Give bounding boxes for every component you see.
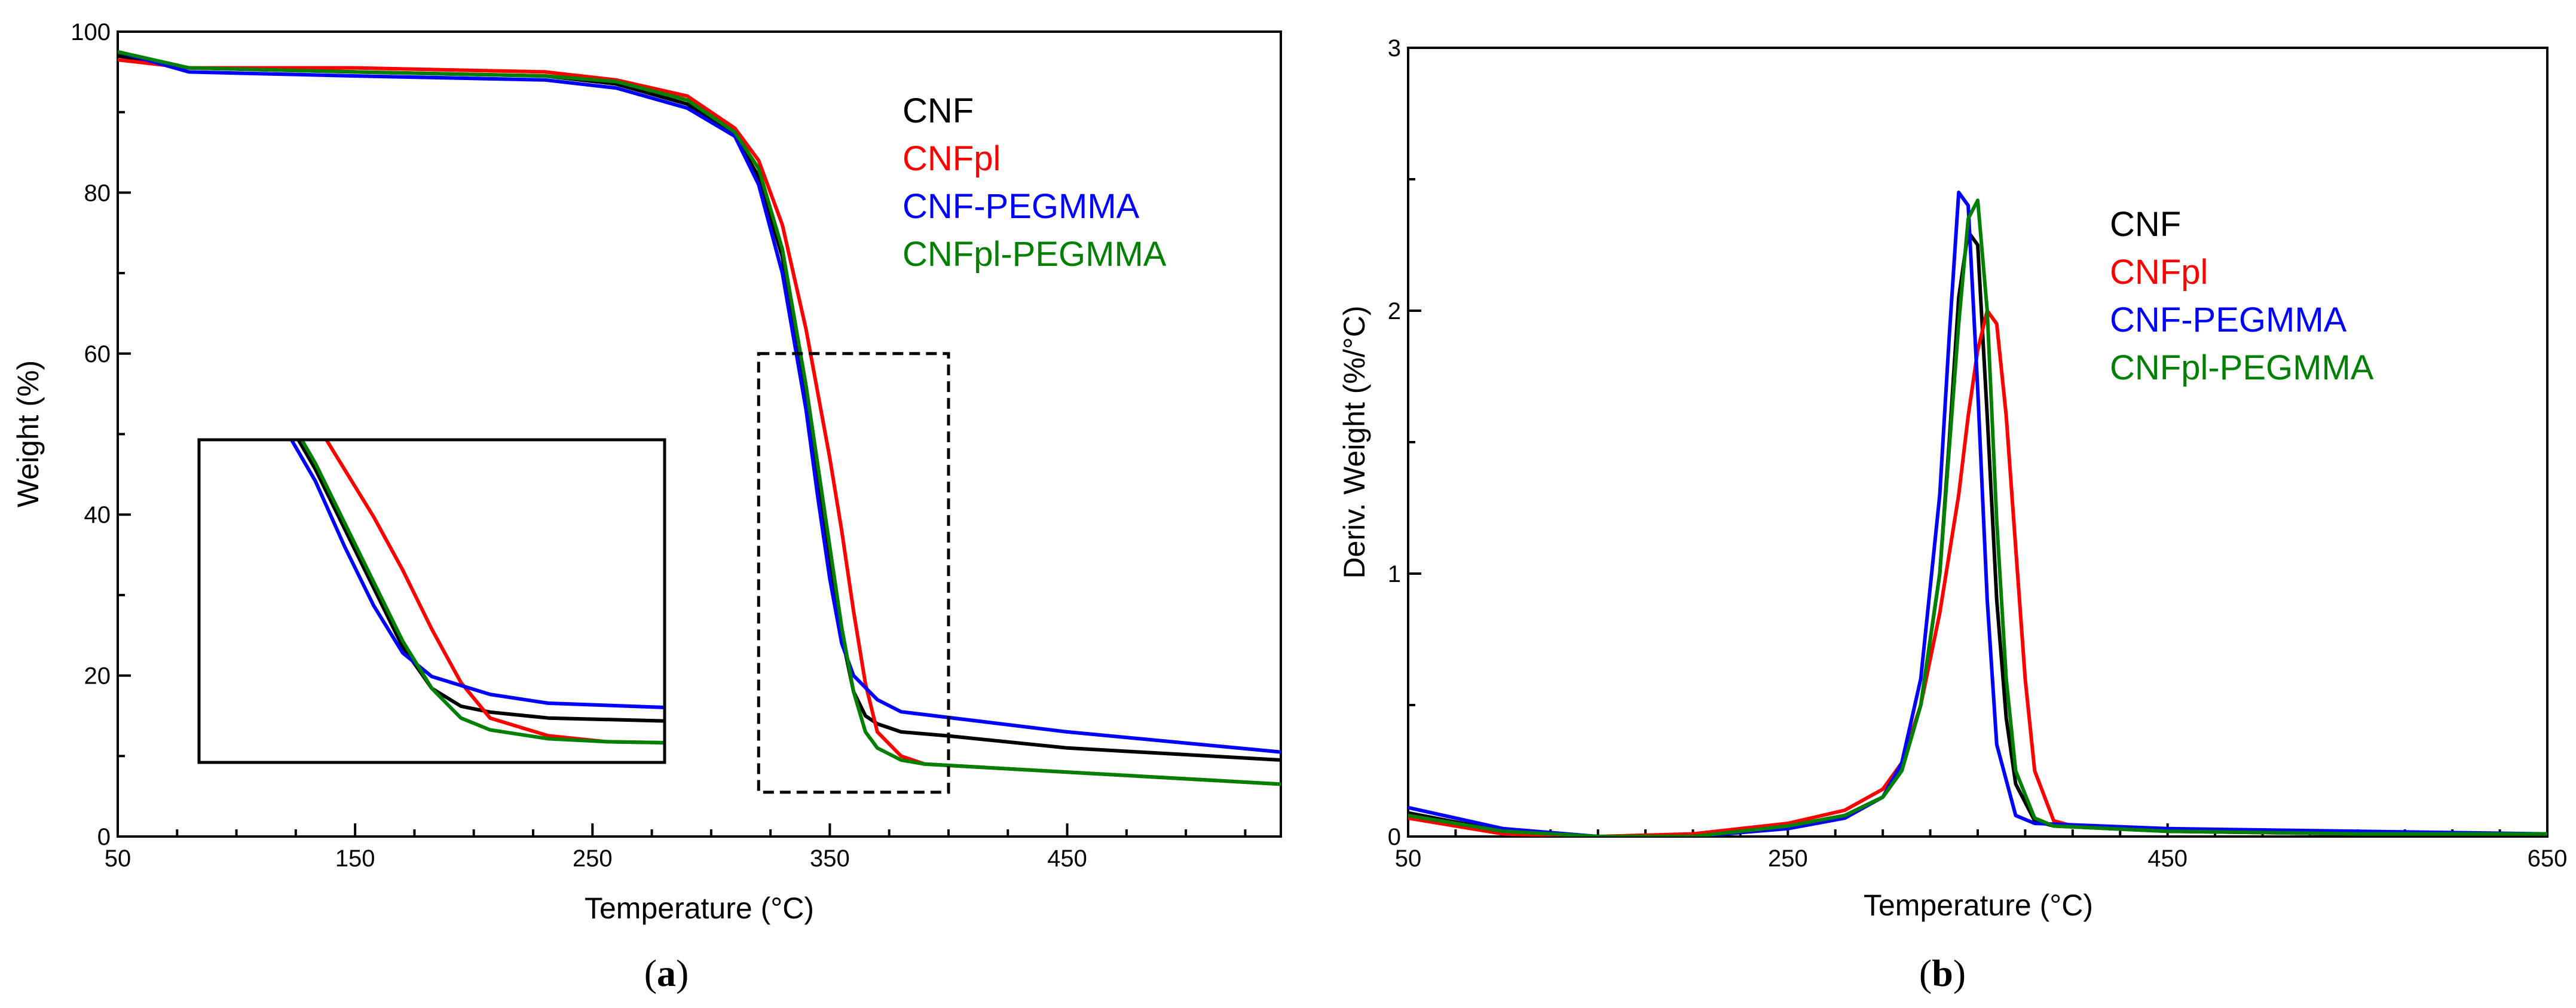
panel-b-ytick-label: 0 (1388, 824, 1401, 850)
panel-a-ytick-label: 40 (84, 502, 111, 528)
panel-a-ylabel: Weight (%) (11, 360, 45, 507)
panel-b-legend: CNF CNFpl CNF-PEGMMA CNFpl-PEGMMA (2110, 205, 2374, 387)
zoom-region-box (757, 352, 950, 794)
panel-a-chart: 50 150 250 350 450 0 20 40 60 80 100 Temperature (… (11, 19, 1282, 994)
panel-b-chart: 50 250 450 650 0 1 2 3 Temperature (°C) Deriv. … (1338, 35, 2567, 994)
panel-b-label-letter: b (1932, 952, 1953, 994)
panel-b-series-cnf-pegmma (1408, 191, 2547, 837)
panel-b-ylabel: Deriv. Weight (%/°C) (1338, 305, 1371, 578)
panel-a-legend: CNF CNFpl CNF-PEGMMA CNFpl-PEGMMA (902, 91, 1167, 274)
panel-b-frame (1407, 47, 2549, 838)
panel-a-series-cnf-pegmma (118, 50, 1281, 754)
panel-a-series-cnfpl-pegmma (118, 50, 1281, 786)
panel-a-legend-cnf-pegmma: CNF-PEGMMA (902, 187, 1140, 226)
panel-a-label-close: ) (676, 952, 689, 994)
panel-b-ytick-label: 2 (1388, 298, 1401, 324)
panel-b-legend-cnf-pegmma: CNF-PEGMMA (2110, 301, 2347, 339)
panel-a-legend-cnfpl: CNFpl (902, 139, 1001, 178)
panel-a-label-open: ( (644, 952, 657, 994)
panel-a-ytick-label: 100 (71, 19, 111, 45)
panel-a-xtick-label: 450 (1047, 845, 1087, 872)
panel-a-xlabel: Temperature (°C) (585, 891, 814, 925)
zoom-inset-background (199, 440, 665, 762)
zoom-inset-series-cnfpl (324, 440, 665, 744)
panel-a-legend-cnf: CNF (902, 91, 974, 130)
panel-b-xlabel: Temperature (°C) (1864, 888, 2093, 922)
panel-b-series-cnfpl (1408, 309, 2547, 837)
panel-b-xtick-label: 250 (1768, 845, 1808, 872)
panel-b-xtick-label: 450 (2147, 845, 2188, 872)
panel-b-ytick-label: 3 (1388, 35, 1401, 62)
panel-b-ytick-label: 1 (1388, 561, 1401, 587)
panel-b-label-close: ) (1953, 952, 1966, 994)
panel-b-legend-cnf: CNF (2110, 205, 2181, 244)
panel-a-ytick-label: 20 (84, 663, 111, 690)
panel-a-xtick-label: 250 (573, 845, 613, 872)
panel-a-label: (a) (644, 952, 689, 994)
panel-b-series-cnf (1408, 230, 2547, 837)
zoom-inset-frame (197, 438, 666, 764)
panel-b-label-open: ( (1919, 952, 1932, 994)
panel-a-series-cnfpl (118, 58, 1281, 786)
zoom-inset-series-cnfpl-pegmma (299, 440, 665, 744)
panel-b-xtick-label: 50 (1395, 845, 1422, 872)
panel-a-xtick-label: 150 (335, 845, 375, 872)
panel-a-ytick-label: 0 (97, 824, 111, 850)
panel-b-label: (b) (1919, 952, 1966, 994)
panel-a-ytick-label: 60 (84, 341, 111, 367)
panel-a-label-letter: a (657, 952, 676, 994)
panel-b-xtick-label: 650 (2528, 845, 2568, 872)
panel-b-legend-cnfpl: CNFpl (2110, 253, 2208, 292)
panel-b-legend-cnfpl-pegmma: CNFpl-PEGMMA (2110, 348, 2374, 387)
panel-a-xtick-label: 350 (810, 845, 850, 872)
zoom-inset-series-cnf-pegmma (289, 440, 665, 709)
panel-a-legend-cnfpl-pegmma: CNFpl-PEGMMA (902, 235, 1167, 274)
panel-a-xtick-label: 50 (105, 845, 131, 872)
zoom-inset (197, 438, 666, 764)
panel-a-ytick-label: 80 (84, 180, 111, 206)
zoom-inset-series-cnf (296, 440, 665, 723)
panel-b-series-cnfpl-pegmma (1408, 198, 2547, 837)
